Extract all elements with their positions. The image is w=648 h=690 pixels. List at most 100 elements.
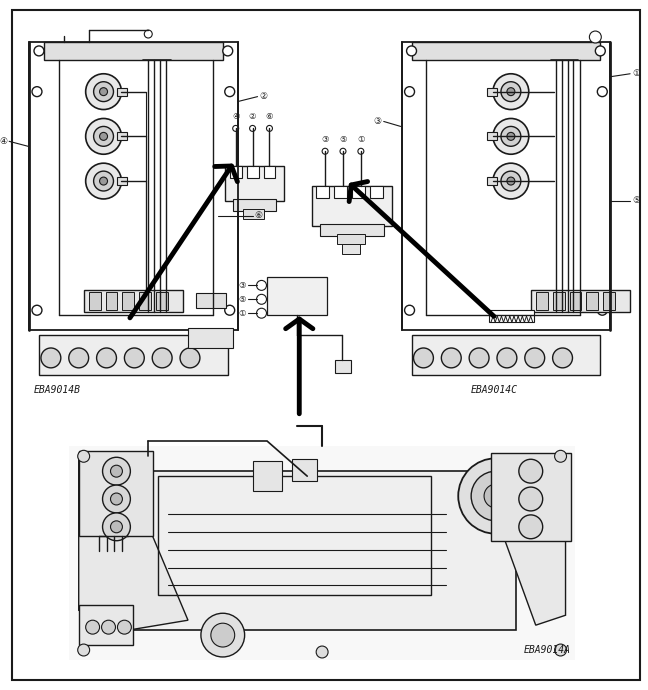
Bar [44, 42, 223, 60]
Text: ④: ④ [0, 137, 7, 146]
Circle shape [100, 132, 108, 140]
Circle shape [266, 126, 272, 131]
Circle shape [102, 620, 115, 634]
Circle shape [497, 348, 517, 368]
Bar [225, 166, 284, 201]
Circle shape [100, 88, 108, 96]
Bar [247, 166, 259, 178]
Polygon shape [78, 456, 188, 630]
Circle shape [225, 305, 235, 315]
Circle shape [507, 177, 515, 185]
Circle shape [597, 87, 607, 97]
Circle shape [404, 305, 415, 315]
Circle shape [86, 620, 100, 634]
Circle shape [102, 457, 130, 485]
Bar [370, 186, 383, 198]
Circle shape [111, 493, 122, 505]
Bar [586, 293, 598, 310]
Text: EBA9014C: EBA9014C [471, 385, 518, 395]
Circle shape [316, 646, 328, 658]
Text: EBA9014B: EBA9014B [34, 385, 81, 395]
Circle shape [493, 74, 529, 110]
Circle shape [233, 126, 238, 131]
Circle shape [111, 465, 122, 477]
Bar [491, 453, 570, 541]
Circle shape [257, 295, 266, 304]
Bar [342, 244, 360, 254]
Bar [337, 234, 365, 244]
Circle shape [32, 305, 42, 315]
Bar [188, 328, 233, 348]
Circle shape [102, 513, 130, 541]
Circle shape [469, 348, 489, 368]
Circle shape [111, 521, 122, 533]
Circle shape [41, 348, 61, 368]
Circle shape [471, 471, 521, 521]
Circle shape [555, 644, 566, 656]
Circle shape [86, 119, 121, 155]
Bar [84, 290, 183, 312]
Bar [487, 177, 497, 185]
Circle shape [406, 46, 417, 56]
Bar [553, 293, 564, 310]
Bar [320, 224, 384, 236]
Circle shape [124, 348, 145, 368]
Text: ①: ① [632, 69, 640, 78]
Bar [78, 605, 133, 645]
Circle shape [34, 46, 44, 56]
Bar [352, 186, 365, 198]
Bar [489, 310, 534, 322]
Circle shape [340, 148, 346, 155]
Circle shape [225, 87, 235, 97]
Text: ⑤: ⑤ [238, 295, 246, 304]
Circle shape [145, 30, 152, 38]
Circle shape [501, 126, 521, 146]
Bar [128, 471, 516, 630]
Circle shape [97, 348, 117, 368]
Bar [570, 293, 581, 310]
Text: ②: ② [249, 112, 257, 121]
Circle shape [322, 148, 328, 155]
Text: ④: ④ [232, 112, 240, 121]
Text: ⑤: ⑤ [632, 197, 640, 206]
Circle shape [93, 171, 113, 191]
Circle shape [211, 623, 235, 647]
Bar [117, 132, 128, 140]
Circle shape [223, 46, 233, 56]
Circle shape [117, 620, 132, 634]
Text: ③: ③ [238, 281, 246, 290]
Circle shape [458, 458, 534, 534]
Text: EBA9014A: EBA9014A [524, 645, 570, 655]
Circle shape [597, 305, 607, 315]
Circle shape [93, 126, 113, 146]
Bar [531, 290, 630, 312]
Text: ⑥: ⑥ [255, 211, 262, 220]
Text: ③: ③ [374, 117, 382, 126]
Circle shape [78, 644, 89, 656]
Bar [312, 186, 391, 226]
Text: ⑥: ⑥ [266, 112, 273, 121]
Bar [536, 293, 548, 310]
Bar [156, 293, 168, 310]
Bar [158, 476, 432, 595]
Circle shape [257, 308, 266, 318]
Bar [411, 335, 600, 375]
Bar [402, 42, 610, 330]
Circle shape [493, 119, 529, 155]
Bar [89, 293, 100, 310]
Bar [196, 293, 226, 308]
Bar [139, 293, 151, 310]
Bar [69, 446, 575, 660]
Bar [603, 293, 615, 310]
Bar [29, 42, 238, 330]
Bar [117, 88, 128, 96]
Circle shape [596, 46, 605, 56]
Bar [122, 293, 134, 310]
Bar [106, 293, 117, 310]
Circle shape [32, 87, 42, 97]
Circle shape [86, 74, 121, 110]
Circle shape [249, 126, 255, 131]
Bar [253, 461, 283, 491]
Bar [316, 186, 329, 198]
Circle shape [590, 31, 601, 43]
